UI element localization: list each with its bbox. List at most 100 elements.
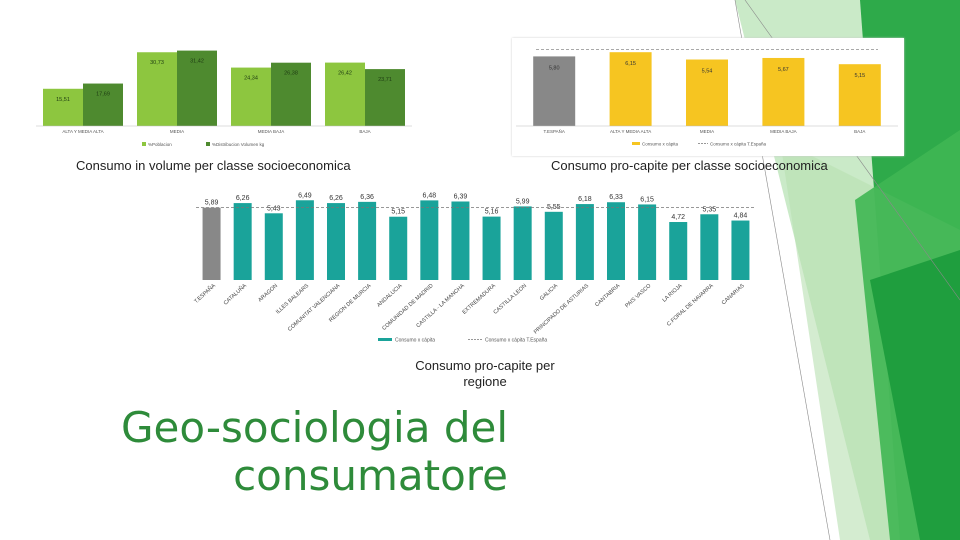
bar: [544, 211, 563, 280]
slide-title-line1: Geo-sociologia del: [120, 403, 508, 452]
bar-value-label: 30,73: [150, 60, 164, 66]
bar-value-label: 6,49: [298, 192, 312, 199]
x-tick-label: ILLES BALEARS: [275, 283, 310, 316]
bar-value-label: 5,99: [516, 198, 530, 205]
x-tick-label: GALICIA: [539, 283, 559, 302]
bar: [231, 67, 271, 126]
legend-label: Consumo x cápita T.España: [485, 338, 547, 344]
caption-region-line2: regione: [463, 374, 507, 389]
x-tick-label: CATALUÑA: [222, 282, 248, 307]
bar: [202, 207, 221, 280]
bar: [669, 222, 688, 280]
x-tick-label: MEDIA: [170, 129, 184, 134]
bar: [358, 201, 377, 280]
legend-swatch: [632, 142, 640, 145]
bar-value-label: 6,26: [236, 195, 250, 202]
chart-percapita-class-panel: 5,80 T.ESPAÑA 6,15 ALTA Y MEDIA ALTA 5,54 MED…: [512, 38, 904, 156]
bar: [327, 203, 345, 280]
chart-percapita-class: 5,80 T.ESPAÑA 6,15 ALTA Y MEDIA ALTA 5,54 MED…: [516, 49, 898, 147]
legend-label: Consumo x cápita: [642, 142, 679, 147]
bar-value-label: 6,15: [625, 61, 636, 67]
bar-value-label: 15,51: [56, 97, 70, 103]
bar: [533, 56, 576, 126]
x-tick-label: COMUNIDAD DE MADRID: [381, 283, 434, 332]
x-tick-label: MEDIA BAJA: [258, 129, 285, 134]
x-tick-label: BAJA: [854, 129, 865, 134]
chart-region-panel: 5,89 T.ESPAÑA 6,26 CATALUÑA 5,43 ARAGON 6,49 IL…: [182, 190, 764, 350]
slide-title: Geo-sociologia del consumatore: [88, 404, 508, 500]
bar-value-label: 5,80: [549, 65, 560, 71]
bar-value-label: 5,89: [205, 200, 219, 207]
legend-swatch: [378, 338, 392, 341]
bar: [838, 64, 881, 126]
bar: [177, 50, 217, 127]
bar-value-label: 5,43: [267, 205, 281, 212]
bar: [233, 203, 252, 280]
bar-value-label: 6,36: [360, 194, 374, 201]
bar-value-label: 26,42: [338, 71, 352, 77]
bar-value-label: 31,42: [190, 59, 204, 65]
x-tick-label: BAJA: [359, 129, 370, 134]
x-tick-label: COMUNITAT VALENCIANA: [287, 283, 342, 333]
x-tick-label: ALTA Y MEDIA ALTA: [610, 129, 651, 134]
bar: [389, 216, 408, 280]
bar: [482, 216, 501, 280]
bar: [451, 201, 470, 280]
bar: [575, 204, 594, 280]
legend-label: Consumo x cápita: [395, 338, 435, 344]
legend-label: %Poblacion: [148, 142, 172, 147]
bar-value-label: 6,26: [329, 195, 343, 202]
bar: [513, 206, 532, 280]
x-tick-label: CANTABRIA: [594, 283, 621, 308]
x-tick-label: ARAGON: [257, 283, 279, 303]
bar: [137, 52, 177, 126]
bar: [607, 202, 625, 280]
bar: [271, 62, 311, 126]
bar: [264, 213, 283, 280]
bar: [686, 59, 728, 126]
bar: [365, 69, 405, 126]
bar-value-label: 6,33: [609, 194, 623, 201]
chart-volume-panel: 15,51 17,69 ALTA Y MEDIA ALTA 30,73 31,42 MED…: [30, 38, 418, 156]
legend-label: %Distribucion Volumen kg: [212, 142, 265, 147]
x-tick-label: PAIS VASCO: [624, 283, 653, 310]
caption-region: Consumo pro-capite per regione: [405, 358, 565, 390]
x-tick-label: MEDIA BAJA: [770, 129, 797, 134]
bar-value-label: 6,15: [640, 196, 654, 203]
bar-value-label: 17,69: [96, 92, 110, 98]
bar-value-label: 24,34: [244, 76, 258, 82]
bar-value-label: 6,39: [454, 193, 468, 200]
bar: [638, 204, 657, 280]
x-tick-label: CASTILLA LEON: [493, 283, 528, 316]
x-tick-label: CANARIAS: [721, 283, 746, 306]
legend-swatch: [142, 142, 146, 146]
legend-label: Consumo x cápita T.España: [710, 142, 766, 147]
bar-value-label: 5,35: [703, 206, 717, 213]
bar: [609, 52, 652, 127]
x-tick-label: PRINCIPADO DE ASTURIAS: [533, 283, 591, 336]
x-tick-label: T.ESPAÑA: [543, 128, 564, 134]
bar-value-label: 5,16: [485, 209, 499, 216]
x-tick-label: T.ESPAÑA: [193, 282, 217, 305]
slide-title-line2: consumatore: [233, 451, 508, 500]
bar-value-label: 4,84: [734, 213, 748, 220]
legend-swatch: [206, 142, 210, 146]
bar-value-label: 6,18: [578, 196, 592, 203]
caption-percapita-class: Consumo pro-capite per classe socioecono…: [551, 158, 828, 173]
bar-value-label: 23,71: [378, 77, 392, 83]
chart-volume: 15,51 17,69 ALTA Y MEDIA ALTA 30,73 31,42 MED…: [36, 50, 412, 147]
x-tick-label: LA RIOJA: [662, 283, 684, 304]
bar: [700, 214, 719, 280]
bar: [420, 200, 439, 280]
bar: [762, 57, 805, 126]
bar-value-label: 26,38: [284, 71, 298, 77]
chart-region: 5,89 T.ESPAÑA 6,26 CATALUÑA 5,43 ARAGON 6,49 IL…: [193, 192, 756, 344]
x-tick-label: ANDALUCIA: [376, 283, 404, 309]
bar-value-label: 6,48: [423, 192, 437, 199]
bar-value-label: 5,15: [854, 73, 865, 79]
bar-value-label: 5,15: [391, 209, 405, 216]
caption-volume: Consumo in volume per classe socioeconom…: [76, 158, 351, 173]
bar: [295, 200, 314, 280]
bar-value-label: 4,72: [671, 214, 685, 221]
x-tick-label: MEDIA: [700, 129, 714, 134]
